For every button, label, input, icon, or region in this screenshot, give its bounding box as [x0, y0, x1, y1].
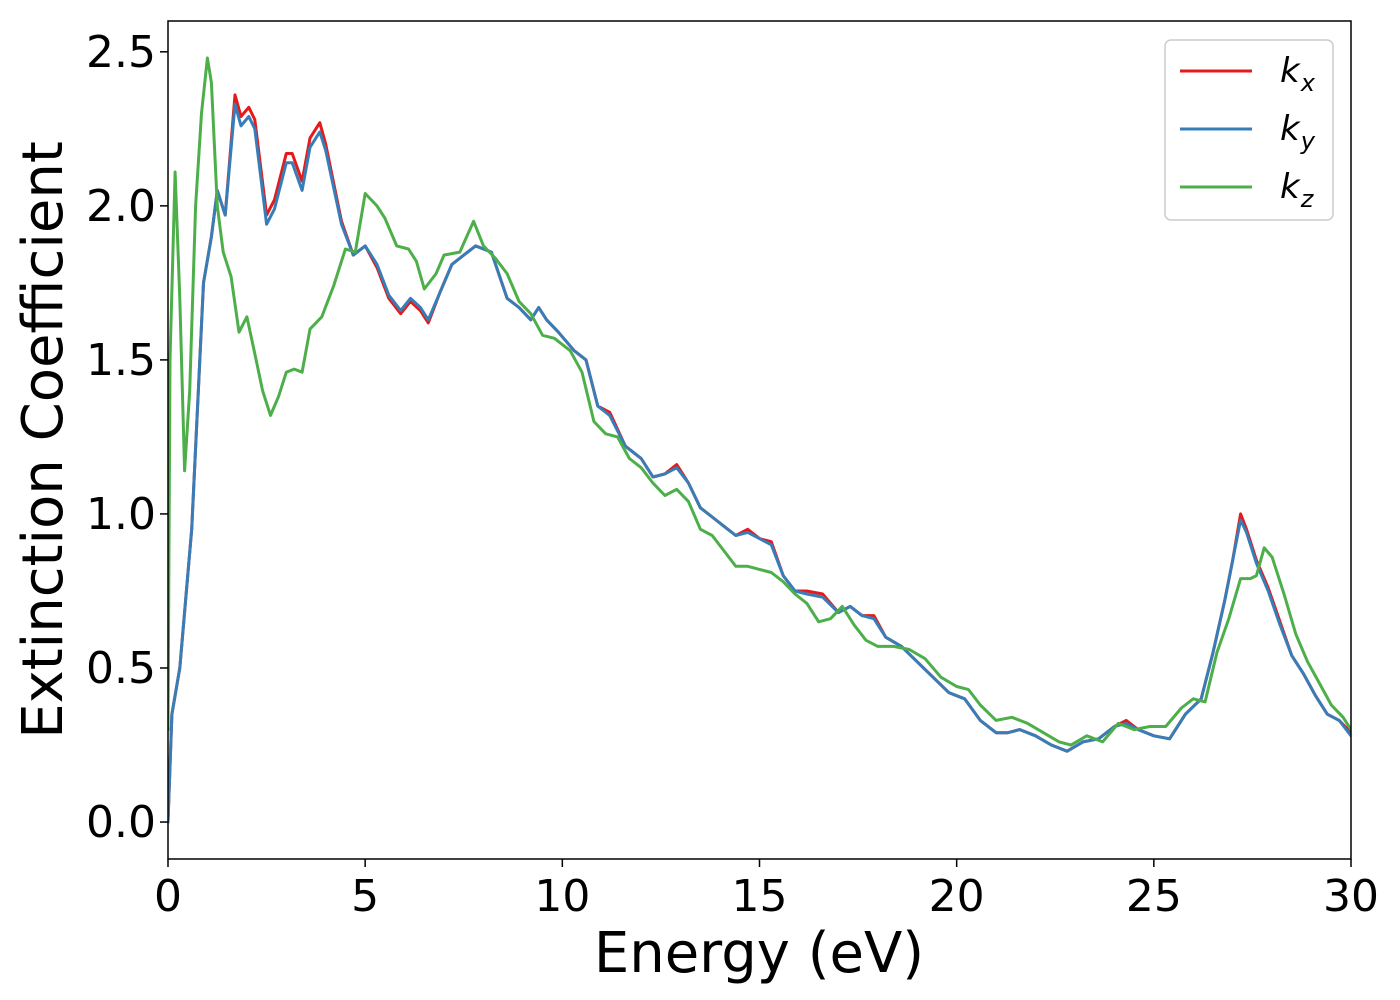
y-tick-label: 2.0	[86, 181, 156, 232]
y-tick-label: 0.0	[86, 797, 156, 848]
x-tick-label: 5	[351, 871, 379, 922]
y-tick-label: 1.0	[86, 489, 156, 540]
x-tick-label: 15	[732, 871, 788, 922]
plot-lines	[168, 56, 1351, 824]
series-line-y	[168, 102, 1351, 824]
x-tick-label: 30	[1323, 871, 1379, 922]
x-tick-label: 10	[534, 871, 590, 922]
x-axis-title: Energy (eV)	[594, 921, 924, 986]
y-axis-ticks: 0.0 0.5 1.0 1.5 2.0 2.5	[86, 27, 168, 848]
y-tick-label: 2.5	[86, 27, 156, 78]
y-tick-label: 1.5	[86, 335, 156, 386]
series-line-z	[168, 56, 1351, 747]
x-axis-ticks: 0 5 10 15 20 25 30	[154, 859, 1379, 922]
x-tick-label: 25	[1126, 871, 1182, 922]
y-axis-title: Extinction Coefficient	[11, 141, 76, 739]
x-tick-label: 20	[929, 871, 985, 922]
y-tick-label: 0.5	[86, 643, 156, 694]
x-tick-label: 0	[154, 871, 182, 922]
